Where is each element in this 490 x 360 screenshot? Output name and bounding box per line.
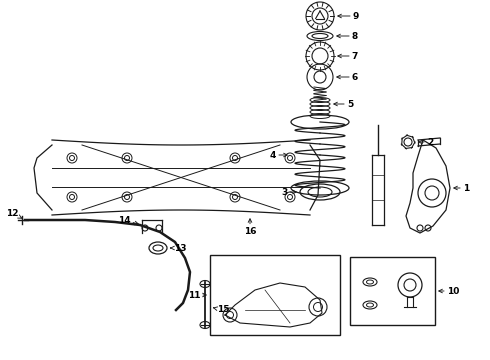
Text: 4: 4 [270, 150, 287, 159]
Text: 1: 1 [454, 184, 469, 193]
Text: 10: 10 [439, 287, 459, 296]
Bar [210, 255, 340, 335]
Text: 11: 11 [188, 291, 206, 300]
Text: 9: 9 [338, 12, 359, 21]
Text: 15: 15 [214, 306, 229, 315]
Text: 12: 12 [6, 208, 22, 218]
Text: 3: 3 [281, 188, 296, 197]
Bar [350, 257, 435, 325]
Text: 14: 14 [118, 216, 138, 225]
Text: 13: 13 [171, 243, 186, 252]
Text: 7: 7 [338, 51, 358, 60]
Text: 8: 8 [337, 32, 358, 41]
Text: 2: 2 [419, 138, 433, 147]
Text: 5: 5 [334, 99, 353, 108]
Text: 6: 6 [337, 72, 358, 81]
Text: 16: 16 [244, 219, 256, 235]
